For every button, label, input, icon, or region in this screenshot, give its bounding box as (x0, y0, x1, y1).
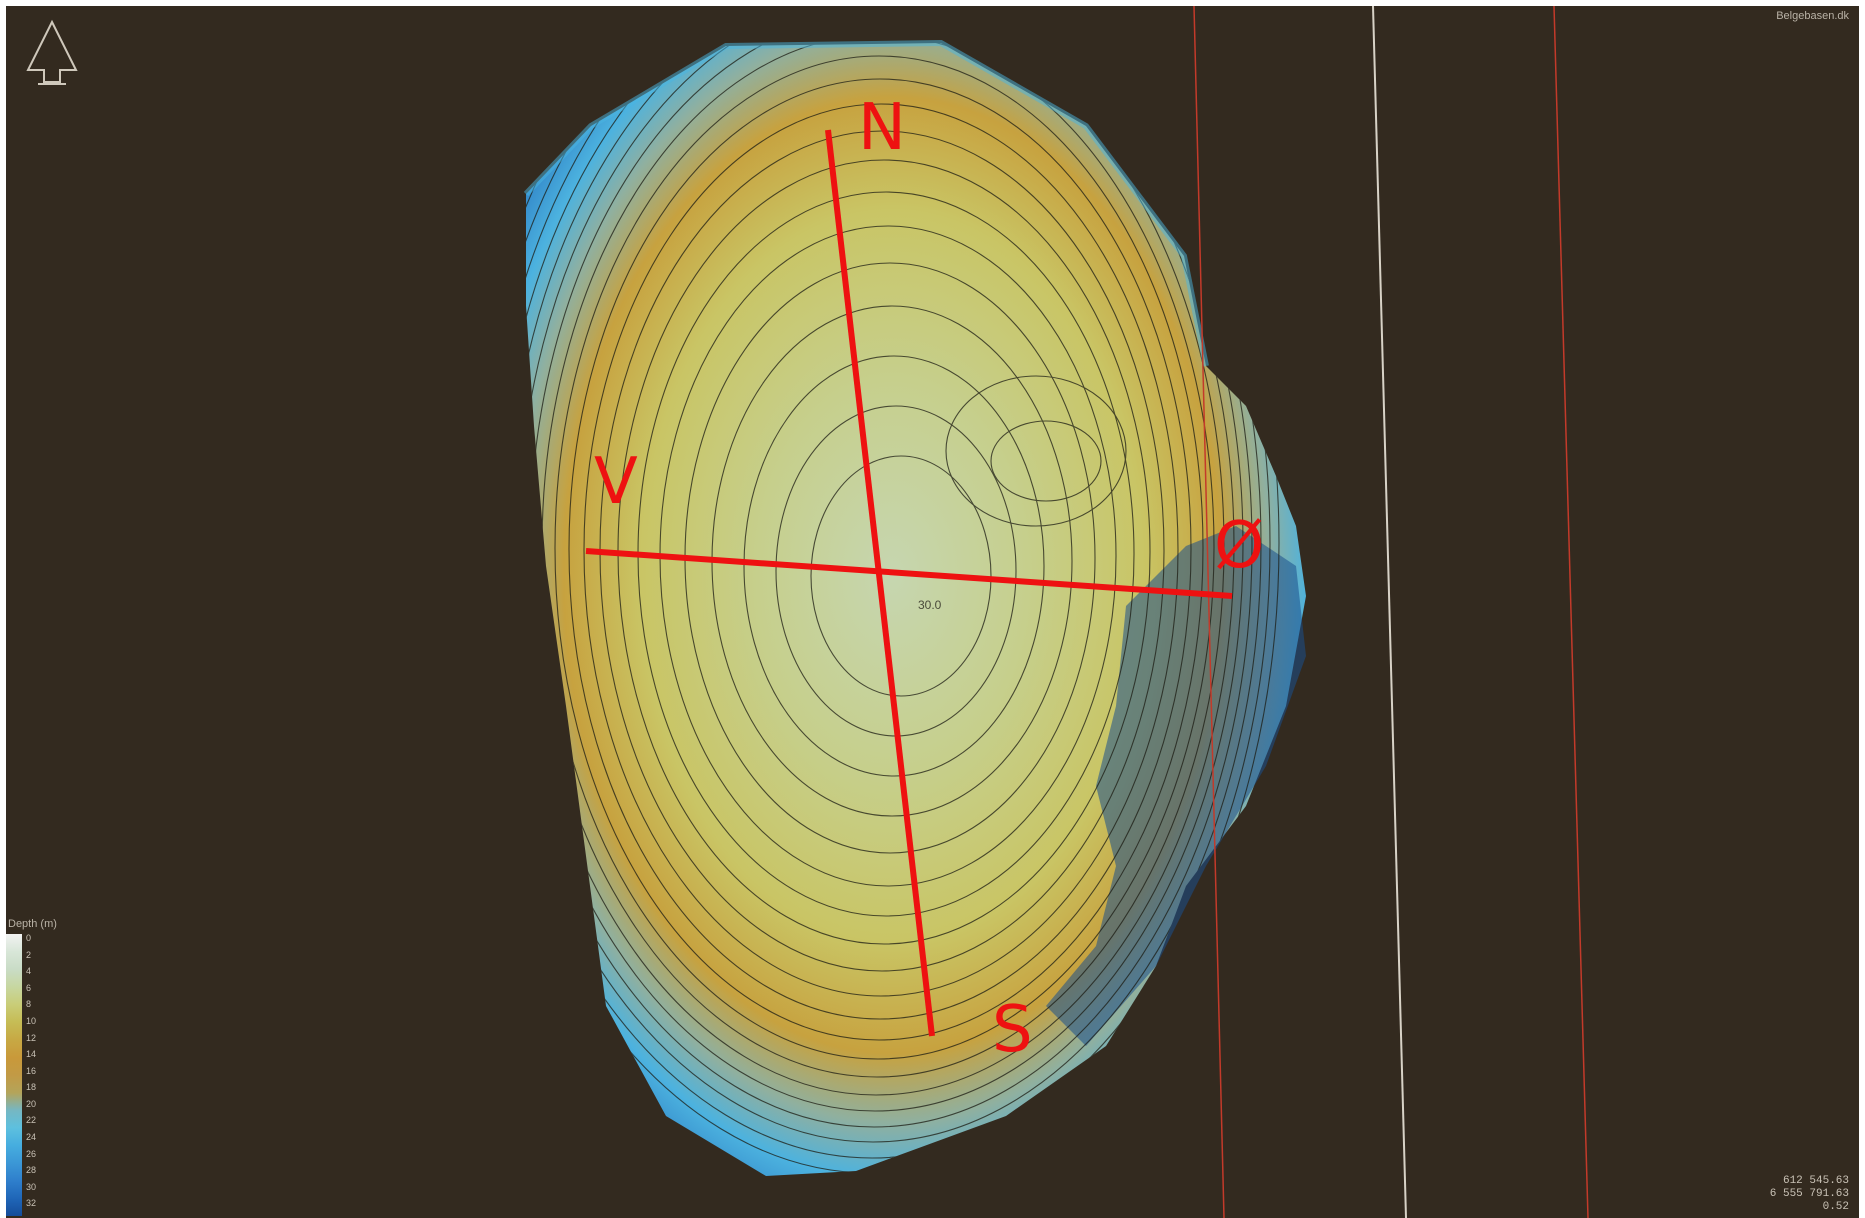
legend-level-label: 0 (26, 933, 32, 943)
legend-level-label: 10 (26, 1015, 37, 1026)
legend-level-label: 22 (26, 1115, 37, 1126)
bathymetry-map (523, 6, 1589, 1218)
section-line-west-east (585, 548, 1233, 599)
label-west: V (594, 445, 638, 519)
legend-level-label: 12 (26, 1032, 37, 1043)
legend-level-label: 24 (26, 1132, 37, 1143)
survey-line (1553, 6, 1589, 1218)
survey-line (1372, 6, 1407, 1218)
legend-title: Depth (m) (8, 918, 57, 930)
legend-level-label: 32 (26, 1198, 37, 1209)
legend-level-label: 2 (26, 949, 32, 960)
coordinate-readout: 612 545.63 6 555 791.63 0.52 (1770, 1175, 1849, 1214)
legend-level-label: 8 (26, 999, 32, 1010)
coordinate-depth: 0.52 (1822, 1201, 1849, 1213)
legend-level-label: 4 (26, 966, 32, 977)
legend-level-label: 16 (26, 1065, 37, 1076)
legend-level-label: 6 (26, 982, 32, 993)
legend-level-label: 18 (26, 1082, 37, 1093)
survey-line (1193, 6, 1225, 1218)
coordinate-easting: 612 545.63 (1782, 1175, 1849, 1187)
legend-level-label: 30 (26, 1181, 37, 1192)
legend-level-label: 20 (26, 1098, 37, 1109)
label-south: S (992, 993, 1033, 1067)
legend-level-label: 14 (26, 1049, 37, 1060)
legend-color-bar (6, 934, 22, 1216)
legend-level-label: 28 (26, 1165, 37, 1176)
attribution-label: Belgebasen.dk (1776, 10, 1849, 22)
label-east: Ø (1214, 509, 1265, 583)
legend-level-label: 26 (26, 1148, 37, 1159)
coordinate-northing: 6 555 791.63 (1769, 1188, 1849, 1200)
label-north: N (858, 91, 906, 165)
depth-legend: Depth (m) 0 2 4 6 8 10 12 14 16 18 20 22 24 26 28 30 32 (6, 918, 86, 1218)
section-line-north-south (825, 129, 935, 1037)
spot-depth-label: 30.0 (918, 598, 942, 612)
